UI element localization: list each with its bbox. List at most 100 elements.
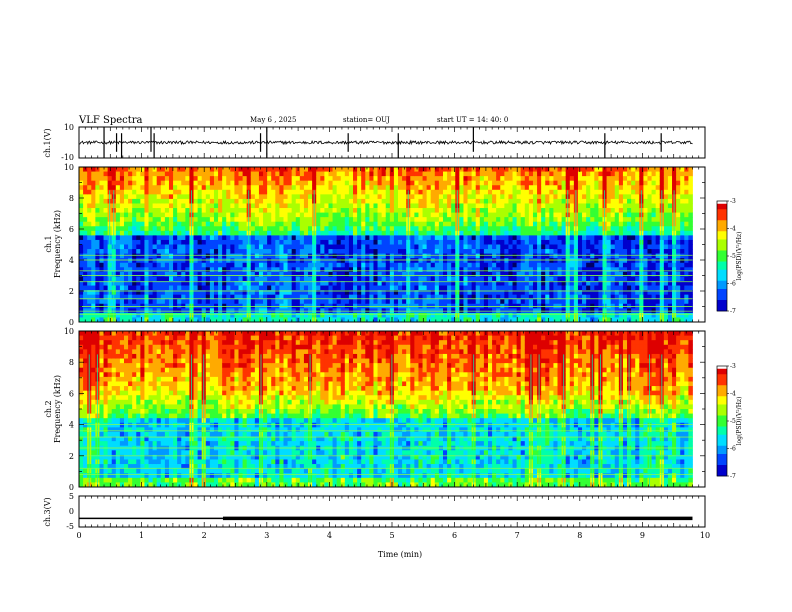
spectrogram-cell [185, 171, 190, 177]
spectrogram-cell [242, 285, 248, 291]
spectrogram-cell [230, 317, 235, 323]
spectrogram-cell [459, 230, 464, 236]
spectrogram-cell [160, 317, 166, 323]
spectrogram-cell [181, 317, 186, 323]
spectrogram-cell [201, 299, 207, 305]
spectrogram-cell [140, 194, 145, 200]
spectrogram-cell [426, 294, 432, 300]
spectrogram-cell [618, 253, 624, 259]
spectrogram-cell [353, 203, 358, 209]
spectrogram-cell [398, 212, 403, 218]
spectrogram-cell [283, 194, 288, 200]
spectrogram-cell [316, 235, 321, 241]
spectrogram-cell [287, 185, 293, 191]
spectrogram-cell [316, 267, 321, 273]
spectrogram-cell [324, 189, 329, 195]
spectrogram-cell [614, 267, 620, 273]
spectrogram-cell [332, 176, 338, 182]
spectrogram-cell [181, 280, 186, 286]
spectrogram-cell [287, 203, 293, 209]
spectrogram-cell [357, 312, 362, 318]
spectrogram-cell [87, 198, 92, 204]
spectrogram-cell [422, 171, 428, 177]
spectrogram-cell [492, 171, 497, 177]
spectrogram-cell [336, 262, 342, 268]
spectrogram-cell [373, 285, 378, 291]
spectrogram-cell [487, 194, 493, 200]
spectrogram-cell [152, 290, 158, 296]
spectrogram-cell [377, 230, 383, 236]
spectrogram-cell [258, 180, 264, 186]
spectrogram-cell [303, 189, 309, 195]
spectrogram-cell [569, 167, 575, 172]
spectrogram-cell [398, 185, 403, 191]
spectrogram-cell [627, 185, 632, 191]
spectrogram-cell [467, 276, 473, 282]
spectrogram-cell [205, 239, 211, 245]
spectrogram-cell [287, 176, 293, 182]
spectrogram-cell [573, 180, 579, 186]
spectrogram-cell [594, 221, 599, 227]
spectrogram-cell [614, 312, 620, 318]
spectrogram-cell [234, 299, 239, 305]
spectrogram-cell [222, 203, 227, 209]
spectrogram-cell [263, 249, 268, 255]
spectrogram-cell [610, 249, 616, 255]
spectrogram-cell [213, 208, 219, 213]
spectrogram-cell [99, 194, 104, 200]
spectrogram-cell [573, 167, 579, 172]
spectrogram-cell [524, 294, 530, 300]
spectrogram-cell [537, 317, 542, 323]
spectrogram-cell [357, 189, 362, 195]
spectrogram-cell [275, 208, 280, 213]
spectrogram-cell [320, 226, 325, 232]
spectrogram-cell [115, 235, 121, 241]
spectrogram-cell [389, 235, 395, 241]
spectrogram-cell [295, 217, 301, 223]
spectrogram-cell [160, 203, 166, 209]
spectrogram-cell [316, 249, 321, 255]
spectrogram-cell [561, 280, 567, 286]
spectrogram-cell [430, 221, 436, 227]
spectrogram-cell [308, 312, 313, 318]
spectrogram-cell [79, 217, 84, 223]
spectrogram-cell [324, 221, 329, 227]
spectrogram-cell [532, 285, 538, 291]
spectrogram-cell [348, 230, 354, 236]
spectrogram-cell [512, 258, 518, 264]
spectrogram-cell [258, 208, 264, 213]
spectrogram-cell [381, 258, 387, 264]
spectrogram-cell [152, 280, 158, 286]
spectrogram-cell [234, 176, 239, 182]
spectrogram-cell [438, 285, 444, 291]
spectrogram-cell [132, 299, 137, 305]
spectrogram-cell [271, 185, 276, 191]
spectrogram-cell [181, 226, 186, 232]
spectrogram-cell [459, 194, 464, 200]
spectrogram-cell [627, 294, 632, 300]
spectrogram-cell [303, 180, 309, 186]
spectrogram-cell [402, 290, 407, 296]
spectrogram-cell [295, 299, 301, 305]
spectrogram-cell [218, 249, 223, 255]
spectrogram-cell [553, 239, 558, 245]
spectrogram-cell [254, 176, 260, 182]
spectrogram-cell [598, 217, 603, 223]
spectrogram-cell [353, 244, 358, 250]
spectrogram-cell [320, 239, 325, 245]
spectrogram-cell [381, 262, 387, 268]
spectrogram-cell [586, 208, 591, 213]
spectrogram-cell [447, 317, 452, 323]
spectrogram-cell [119, 280, 125, 286]
spectrogram-cell [369, 244, 374, 250]
spectrogram-cell [651, 198, 657, 204]
spectrogram-cell [164, 262, 170, 268]
spectrogram-cell [594, 253, 599, 259]
spectrogram-cell [152, 217, 158, 223]
spectrogram-cell [569, 271, 575, 277]
spectrogram-cell [115, 226, 121, 232]
spectrogram-cell [291, 262, 297, 268]
spectrogram-cell [332, 217, 338, 223]
spectrogram-cell [516, 203, 522, 209]
spectrogram-cell [279, 294, 284, 300]
